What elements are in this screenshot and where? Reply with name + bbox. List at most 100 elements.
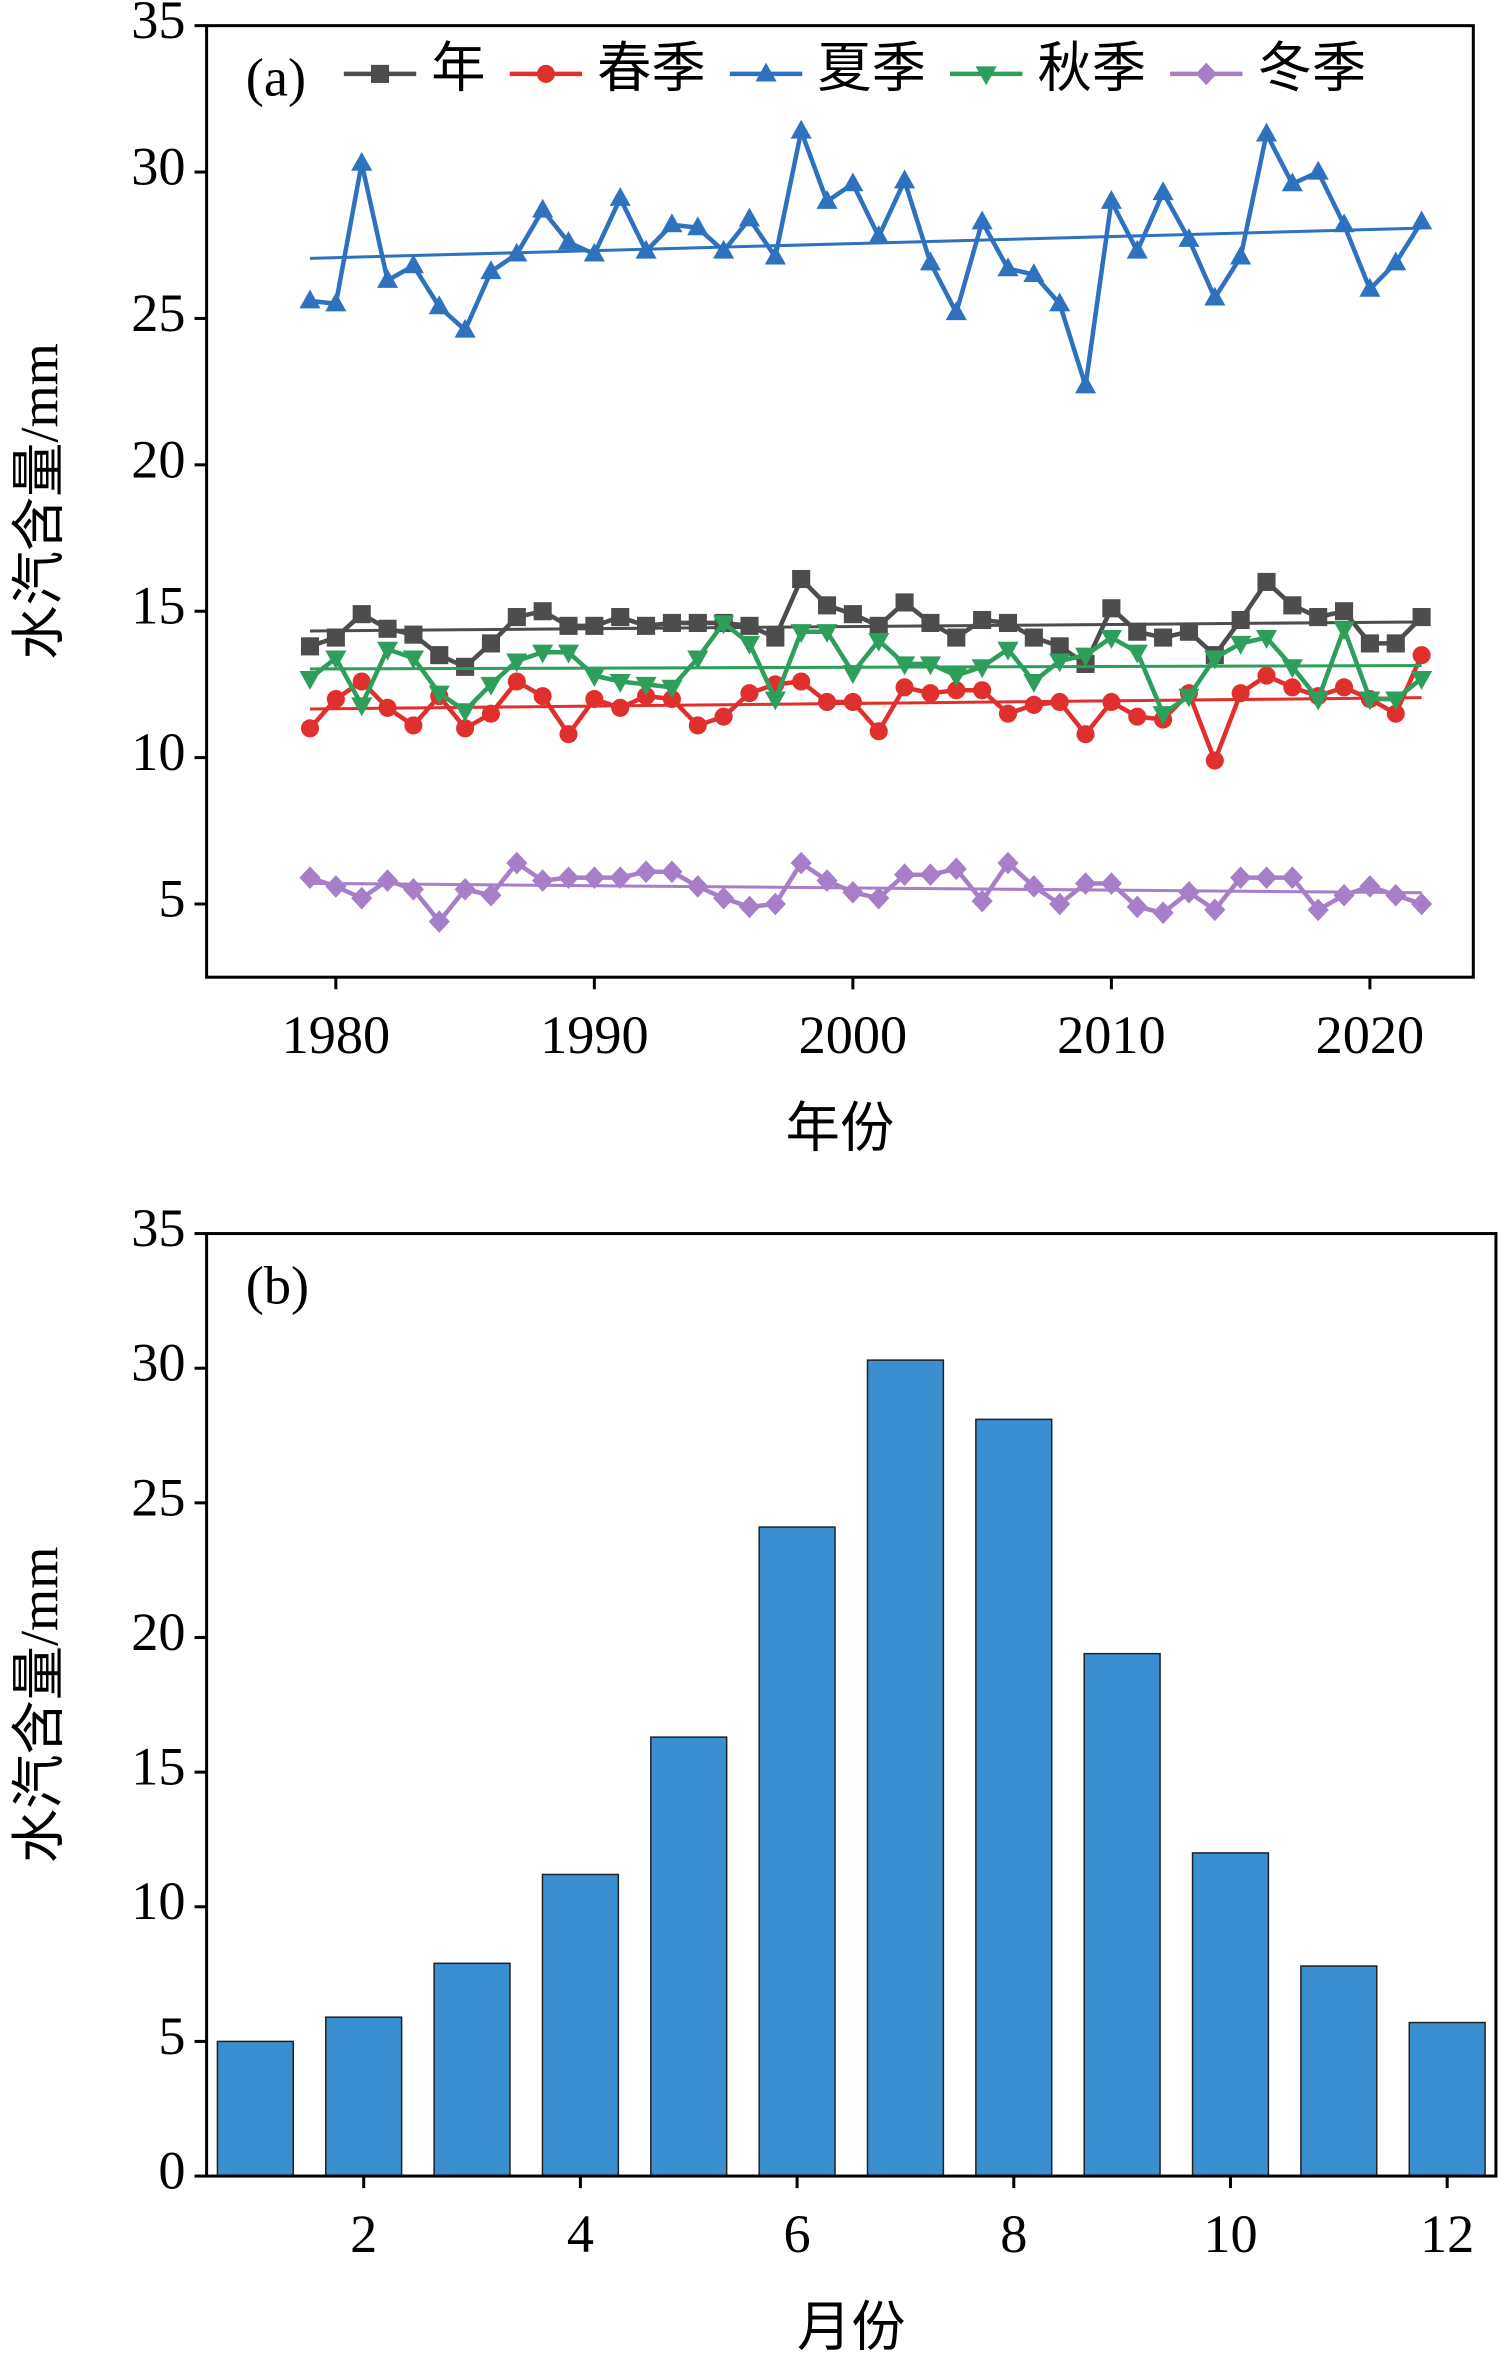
marker xyxy=(1204,650,1226,670)
y-tick-label: 20 xyxy=(131,429,185,489)
marker xyxy=(971,659,993,679)
marker xyxy=(557,644,580,664)
marker xyxy=(1154,628,1173,647)
plot-frame xyxy=(205,24,1475,979)
marker xyxy=(1023,263,1045,283)
marker xyxy=(1102,692,1121,712)
y-tick-label: 25 xyxy=(131,1467,185,1527)
trend-line xyxy=(309,664,1422,671)
marker xyxy=(1359,691,1381,711)
marker xyxy=(456,657,475,676)
marker xyxy=(454,318,476,338)
x-tick-label: 1980 xyxy=(282,1005,391,1065)
marker xyxy=(1231,610,1250,630)
marker xyxy=(971,210,993,230)
marker xyxy=(299,866,321,889)
marker xyxy=(738,207,761,227)
legend-label: 夏季 xyxy=(817,38,926,98)
marker xyxy=(300,637,320,656)
marker xyxy=(1257,666,1276,685)
marker xyxy=(1126,644,1148,664)
marker xyxy=(1411,210,1433,230)
marker xyxy=(1050,637,1069,656)
marker xyxy=(945,857,967,881)
marker xyxy=(1386,704,1405,723)
marker xyxy=(583,668,605,687)
marker xyxy=(377,641,399,661)
trend-line xyxy=(309,881,1422,895)
marker xyxy=(947,681,966,700)
marker xyxy=(998,613,1018,632)
marker xyxy=(300,719,320,738)
marker xyxy=(377,869,399,892)
series-line xyxy=(309,122,1424,387)
marker xyxy=(661,860,683,884)
x-tick-label: 1990 xyxy=(540,1005,649,1065)
marker xyxy=(454,878,476,901)
marker xyxy=(973,610,992,630)
y-tick-label: 25 xyxy=(131,283,185,343)
y-tick-label: 15 xyxy=(131,1737,185,1797)
marker xyxy=(1050,692,1069,712)
legend-marker xyxy=(370,64,390,83)
x-tick-label: 6 xyxy=(784,2204,811,2264)
marker xyxy=(1412,646,1431,665)
marker xyxy=(637,616,656,635)
marker xyxy=(583,242,605,262)
marker xyxy=(997,257,1019,277)
marker xyxy=(868,225,890,244)
bar xyxy=(1408,2021,1486,2177)
marker xyxy=(404,625,423,644)
marker xyxy=(635,860,657,884)
x-tick-label: 10 xyxy=(1203,2204,1257,2264)
marker xyxy=(945,668,967,687)
marker xyxy=(842,665,864,685)
marker xyxy=(506,653,528,673)
marker xyxy=(1100,190,1122,209)
marker xyxy=(557,230,580,250)
x-tick-label: 2010 xyxy=(1057,1005,1166,1065)
marker xyxy=(1257,572,1276,591)
marker xyxy=(713,886,735,910)
marker xyxy=(377,269,399,288)
marker xyxy=(817,692,837,712)
marker xyxy=(1411,892,1433,916)
marker xyxy=(299,289,321,309)
marker xyxy=(1255,122,1278,142)
marker xyxy=(1102,599,1121,618)
marker xyxy=(533,602,552,621)
marker xyxy=(1049,653,1071,673)
marker xyxy=(816,624,838,644)
marker xyxy=(378,698,397,717)
marker xyxy=(1385,251,1407,271)
marker xyxy=(919,863,941,887)
marker xyxy=(559,616,578,635)
marker xyxy=(1204,286,1226,306)
marker xyxy=(1049,892,1071,916)
marker xyxy=(687,875,709,898)
marker xyxy=(1230,635,1252,655)
marker xyxy=(1074,647,1097,667)
marker xyxy=(1333,883,1355,907)
marker xyxy=(1385,883,1407,907)
marker xyxy=(817,596,837,615)
marker xyxy=(687,216,709,236)
bar xyxy=(541,1873,620,2177)
marker xyxy=(661,213,683,233)
marker xyxy=(325,875,347,898)
marker xyxy=(326,690,345,709)
marker xyxy=(816,190,838,209)
marker xyxy=(790,119,812,139)
marker xyxy=(1307,691,1329,711)
marker xyxy=(1335,678,1354,697)
marker xyxy=(404,716,423,735)
marker xyxy=(1359,277,1381,297)
marker xyxy=(1205,751,1224,770)
marker xyxy=(1152,706,1174,726)
marker xyxy=(1230,245,1252,265)
marker xyxy=(506,851,528,875)
marker xyxy=(454,703,476,723)
marker xyxy=(1335,602,1354,621)
marker xyxy=(430,646,449,665)
